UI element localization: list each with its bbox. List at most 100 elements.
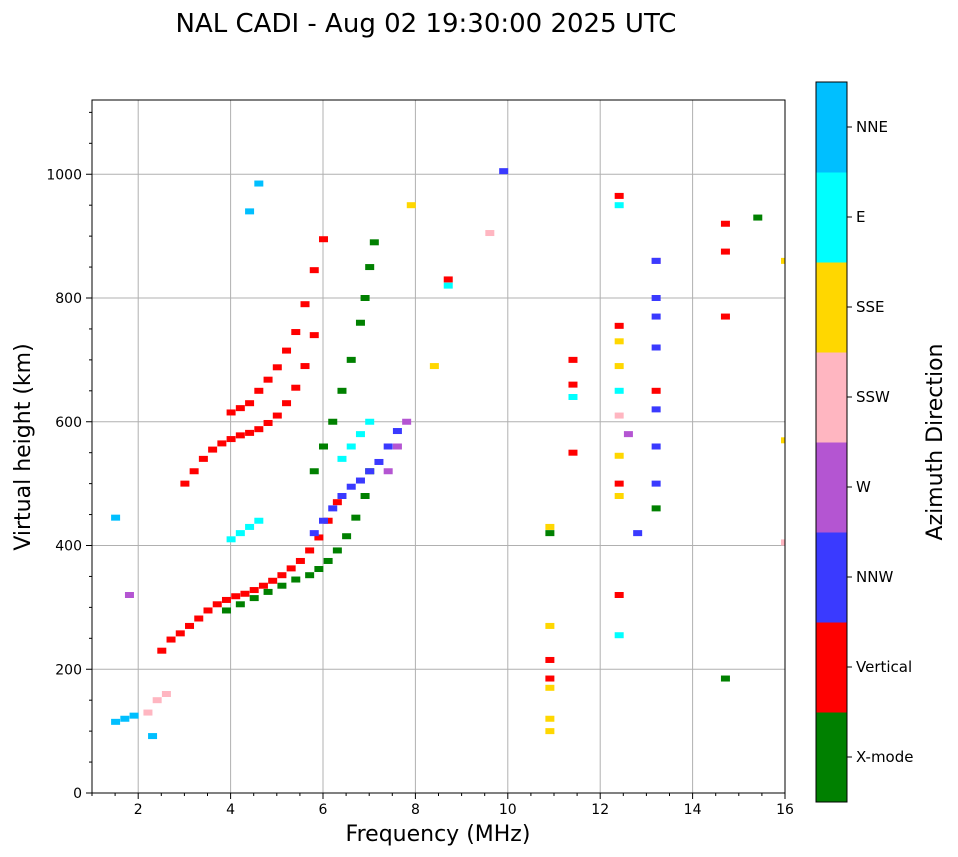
echo-mark — [383, 468, 393, 475]
echo-mark — [651, 257, 661, 264]
echo-mark — [328, 418, 338, 425]
y-tick-label: 200 — [55, 662, 82, 678]
echo-mark — [319, 236, 328, 243]
echo-mark — [111, 514, 121, 521]
echo-mark — [753, 214, 763, 221]
echo-mark — [111, 718, 121, 725]
echo-mark — [203, 607, 213, 614]
y-tick-label: 600 — [55, 415, 82, 431]
echo-mark — [148, 733, 158, 740]
x-tick-label: 4 — [226, 802, 235, 818]
data-marks — [111, 168, 785, 740]
colorbar-tick-label: NNW — [856, 568, 893, 586]
axis-ticks: 2 4 6 8 10 12 14 16 0 200 400 600 800 1000 — [46, 111, 794, 818]
echo-mark — [651, 443, 661, 450]
echo-mark — [277, 582, 287, 589]
echo-mark — [360, 493, 370, 499]
echo-mark — [272, 412, 282, 419]
echo-mark — [369, 239, 379, 246]
echo-mark — [781, 257, 785, 264]
echo-mark — [781, 437, 785, 444]
echo-mark — [300, 363, 310, 370]
echo-mark — [614, 387, 624, 394]
echo-mark — [651, 406, 661, 413]
echo-mark — [309, 468, 319, 475]
echo-mark — [226, 536, 236, 543]
y-tick-label: 0 — [73, 786, 82, 802]
echo-mark — [254, 426, 264, 433]
echo-mark — [254, 387, 264, 394]
x-axis-label: Frequency (MHz) — [346, 822, 531, 847]
echo-mark — [623, 431, 633, 438]
echo-mark — [614, 480, 624, 487]
echo-mark — [263, 419, 273, 426]
echo-mark — [157, 647, 167, 654]
echo-mark — [651, 480, 661, 487]
echo-mark — [614, 412, 624, 419]
echo-mark — [245, 523, 255, 530]
echo-mark — [499, 168, 509, 175]
echo-mark — [291, 329, 301, 336]
echo-mark — [374, 458, 384, 465]
echo-mark — [443, 282, 453, 289]
echo-mark — [143, 709, 153, 716]
echo-mark — [254, 180, 264, 187]
colorbar-tick-label: E — [856, 208, 865, 226]
colorbar-swatch — [816, 442, 847, 533]
echo-mark — [545, 728, 555, 735]
echo-mark — [226, 436, 236, 443]
echo-mark — [291, 576, 301, 583]
echo-mark — [392, 428, 402, 435]
echo-mark — [282, 347, 292, 354]
x-tick-label: 10 — [499, 802, 517, 818]
echo-mark — [240, 590, 250, 597]
echo-mark — [124, 592, 134, 598]
plot-frame — [91, 99, 786, 794]
x-tick-label: 12 — [591, 802, 609, 818]
colorbar-tick-label: SSW — [856, 388, 890, 406]
grid-lines — [92, 100, 786, 794]
echo-mark — [235, 432, 245, 439]
echo-mark — [355, 431, 365, 438]
echo-mark — [282, 400, 292, 407]
echo-mark — [235, 530, 245, 537]
colorbar-swatch — [816, 172, 847, 263]
echo-mark — [545, 684, 555, 691]
echo-mark — [614, 493, 624, 499]
echo-mark — [272, 364, 282, 371]
echo-mark — [268, 577, 278, 584]
echo-mark — [245, 429, 255, 436]
colorbar-tick-label: X-mode — [856, 748, 913, 766]
echo-mark — [166, 636, 176, 643]
echo-mark — [208, 446, 218, 453]
x-tick-label: 6 — [319, 802, 328, 818]
echo-mark — [161, 691, 171, 697]
echo-mark — [545, 715, 555, 722]
y-tick-label: 800 — [55, 291, 82, 307]
echo-mark — [323, 557, 333, 564]
echo-mark — [651, 295, 661, 301]
echo-mark — [485, 230, 495, 237]
colorbar-swatch — [816, 622, 847, 713]
echo-mark — [346, 443, 356, 450]
echo-mark — [258, 582, 268, 589]
echo-mark — [185, 622, 195, 629]
echo-mark — [337, 455, 347, 462]
echo-mark — [614, 338, 624, 345]
colorbar-swatch — [816, 82, 847, 173]
echo-mark — [286, 565, 296, 572]
echo-mark — [249, 595, 259, 602]
echo-mark — [309, 332, 319, 339]
echo-mark — [152, 697, 162, 704]
echo-mark — [323, 517, 333, 524]
echo-mark — [614, 202, 624, 209]
y-tick-label: 400 — [55, 539, 82, 555]
echo-mark — [217, 440, 227, 447]
echo-mark — [392, 443, 402, 450]
echo-mark — [198, 455, 208, 462]
echo-mark — [314, 534, 324, 541]
echo-mark — [249, 587, 259, 594]
echo-mark — [328, 505, 338, 512]
echo-mark — [189, 468, 199, 475]
echo-mark — [365, 264, 375, 271]
